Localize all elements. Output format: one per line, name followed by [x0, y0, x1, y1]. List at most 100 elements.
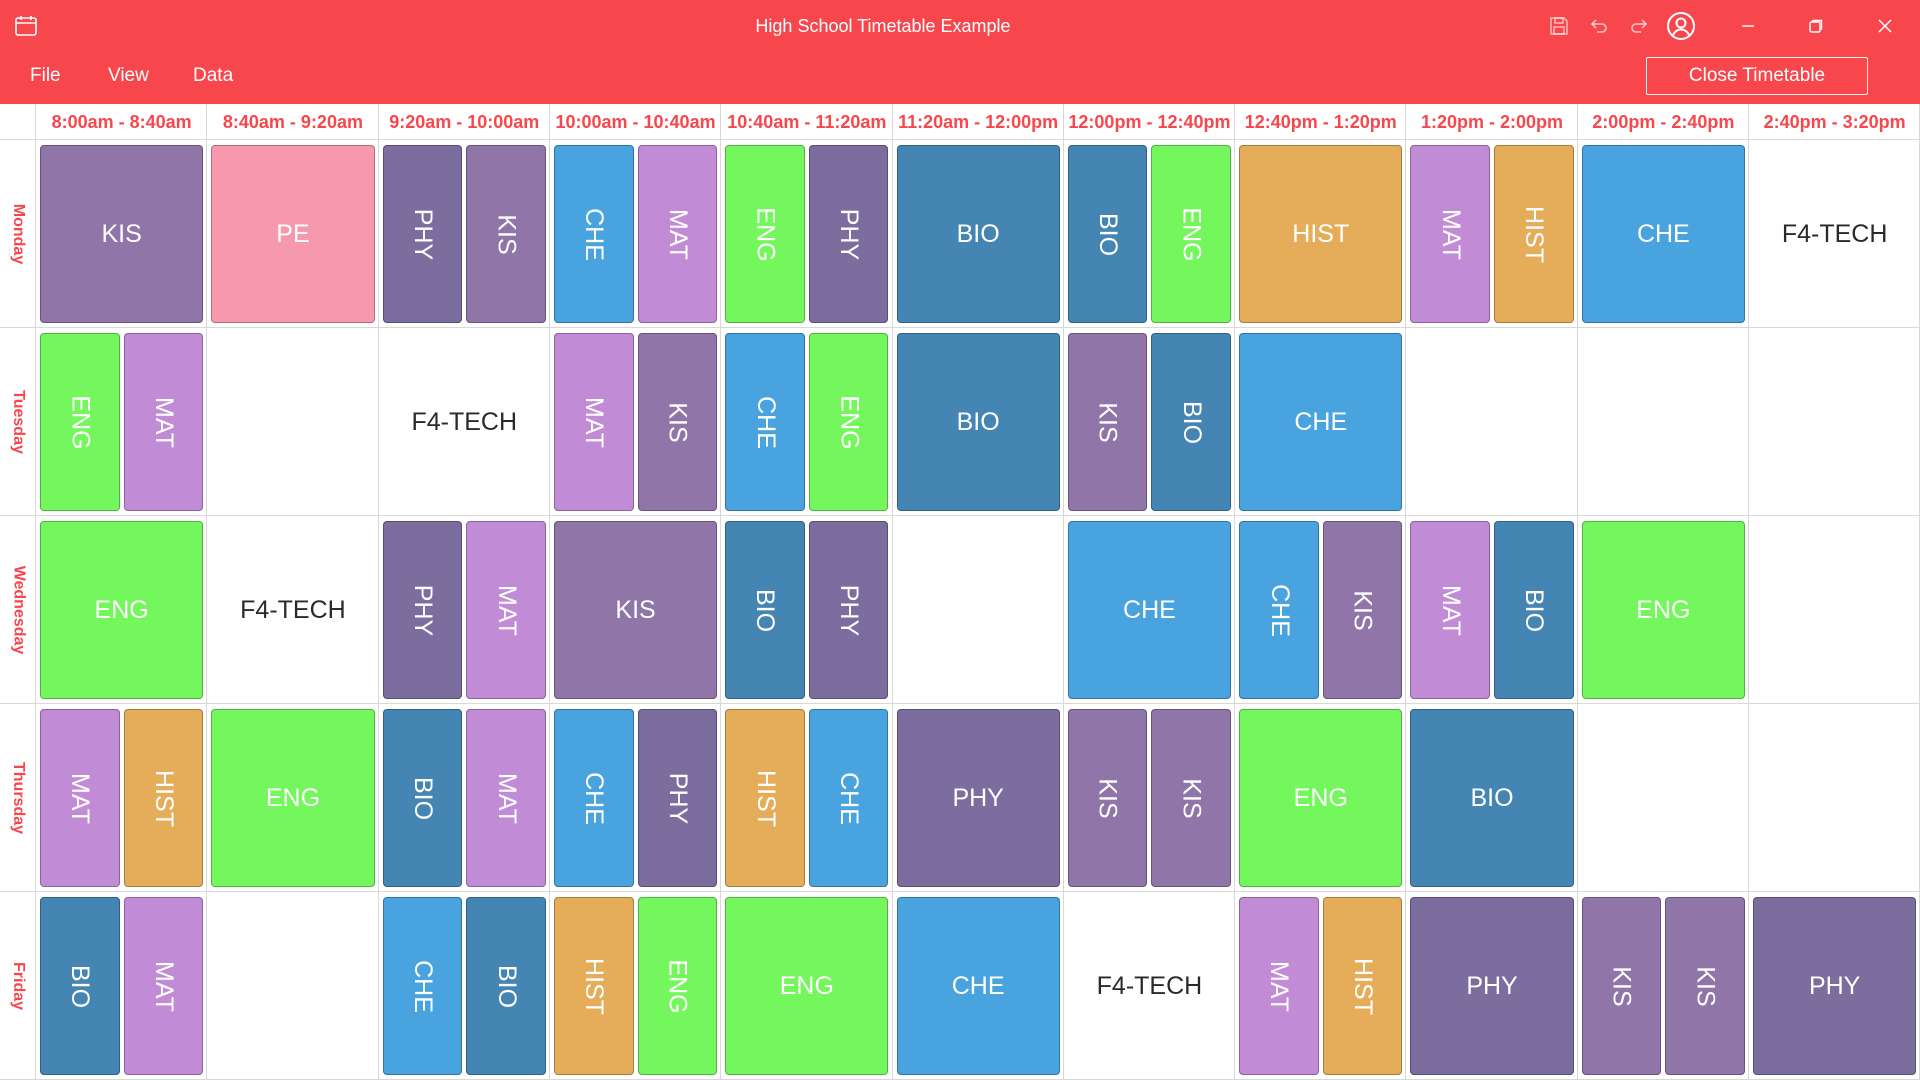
menu-file[interactable]: File	[30, 65, 61, 86]
lesson-mat[interactable]: MAT	[466, 709, 546, 887]
lesson-kis[interactable]: KIS	[1322, 521, 1403, 699]
lesson-hist[interactable]: HIST	[123, 709, 204, 887]
lesson-eng[interactable]: ENG	[1151, 145, 1232, 323]
grid-column-divider	[892, 104, 893, 1080]
lesson-phy[interactable]: PHY	[808, 145, 889, 323]
lesson-che[interactable]: CHE	[1581, 145, 1745, 323]
lesson-bio[interactable]: BIO	[1410, 709, 1574, 887]
grid-row-divider	[0, 515, 1920, 516]
lesson-kis[interactable]: KIS	[466, 145, 546, 323]
lesson-hist[interactable]: HIST	[725, 709, 805, 887]
lesson-mat[interactable]: MAT	[553, 333, 634, 511]
lesson-mat[interactable]: MAT	[1410, 521, 1491, 699]
lesson-eng[interactable]: ENG	[1581, 521, 1745, 699]
lesson-eng[interactable]: ENG	[808, 333, 889, 511]
lesson-label: BIO	[1177, 400, 1206, 444]
minimize-icon[interactable]	[1734, 12, 1762, 40]
lesson-eng[interactable]: ENG	[725, 145, 805, 323]
lesson-mat[interactable]: MAT	[40, 709, 120, 887]
lesson-mat[interactable]: MAT	[1410, 145, 1491, 323]
account-icon[interactable]	[1666, 11, 1696, 41]
lesson-che[interactable]: CHE	[382, 897, 463, 1075]
lesson-bio[interactable]: BIO	[896, 333, 1060, 511]
lesson-phy[interactable]: PHY	[1753, 897, 1917, 1075]
lesson-mat[interactable]: MAT	[123, 333, 204, 511]
lesson-label: CHE	[580, 771, 609, 825]
lesson-pe[interactable]: PE	[211, 145, 375, 323]
lesson-label: BIO	[956, 407, 1000, 436]
lesson-bio[interactable]: BIO	[40, 897, 120, 1075]
lesson-bio[interactable]: BIO	[1494, 521, 1574, 699]
lesson-label: MAT	[149, 960, 178, 1012]
lesson-bio[interactable]: BIO	[1067, 145, 1148, 323]
grid-row-divider	[0, 703, 1920, 704]
lesson-label: BIO	[956, 219, 1000, 248]
lesson-phy[interactable]: PHY	[896, 709, 1060, 887]
lesson-mat[interactable]: MAT	[466, 521, 546, 699]
lesson-kis[interactable]: KIS	[1067, 333, 1148, 511]
close-icon[interactable]	[1871, 12, 1899, 40]
lesson-f4-tech[interactable]: F4-TECH	[1068, 897, 1231, 1075]
lesson-eng[interactable]: ENG	[40, 333, 120, 511]
lesson-kis[interactable]: KIS	[637, 333, 718, 511]
lesson-che[interactable]: CHE	[1067, 521, 1232, 699]
redo-icon[interactable]	[1625, 12, 1653, 40]
lesson-phy[interactable]: PHY	[382, 521, 463, 699]
close-timetable-button[interactable]: Close Timetable	[1646, 57, 1868, 95]
lesson-label: BIO	[751, 588, 780, 632]
lesson-che[interactable]: CHE	[808, 709, 889, 887]
lesson-bio[interactable]: BIO	[382, 709, 463, 887]
lesson-kis[interactable]: KIS	[1067, 709, 1148, 887]
menu-data[interactable]: Data	[193, 65, 234, 86]
lesson-hist[interactable]: HIST	[1239, 145, 1403, 323]
lesson-che[interactable]: CHE	[896, 897, 1060, 1075]
lesson-hist[interactable]: HIST	[553, 897, 634, 1075]
lesson-mat[interactable]: MAT	[123, 897, 204, 1075]
lesson-kis[interactable]: KIS	[1151, 709, 1232, 887]
day-label-friday: Friday	[0, 892, 36, 1080]
lesson-f4-tech[interactable]: F4-TECH	[383, 333, 546, 511]
lesson-kis[interactable]: KIS	[553, 521, 718, 699]
grid-column-divider	[206, 104, 207, 1080]
lesson-phy[interactable]: PHY	[1410, 897, 1574, 1075]
lesson-mat[interactable]: MAT	[637, 145, 718, 323]
lesson-kis[interactable]: KIS	[1581, 897, 1662, 1075]
grid-column-divider	[1577, 104, 1578, 1080]
lesson-label: ENG	[779, 971, 834, 1000]
lesson-eng[interactable]: ENG	[637, 897, 718, 1075]
lesson-label: MAT	[1265, 960, 1294, 1012]
lesson-eng[interactable]: ENG	[725, 897, 889, 1075]
lesson-bio[interactable]: BIO	[896, 145, 1060, 323]
lesson-eng[interactable]: ENG	[1239, 709, 1403, 887]
lesson-che[interactable]: CHE	[553, 145, 634, 323]
lesson-eng[interactable]: ENG	[211, 709, 375, 887]
lesson-kis[interactable]: KIS	[1665, 897, 1745, 1075]
lesson-che[interactable]: CHE	[553, 709, 634, 887]
lesson-phy[interactable]: PHY	[637, 709, 718, 887]
menu-view[interactable]: View	[108, 65, 149, 86]
lesson-kis[interactable]: KIS	[40, 145, 204, 323]
save-icon[interactable]	[1545, 12, 1573, 40]
lesson-f4-tech[interactable]: F4-TECH	[211, 521, 374, 699]
lesson-label: PHY	[835, 584, 864, 636]
lesson-bio[interactable]: BIO	[1151, 333, 1232, 511]
lesson-eng[interactable]: ENG	[40, 521, 204, 699]
lesson-phy[interactable]: PHY	[808, 521, 889, 699]
lesson-mat[interactable]: MAT	[1239, 897, 1319, 1075]
lesson-hist[interactable]: HIST	[1494, 145, 1574, 323]
lesson-label: ENG	[1293, 783, 1348, 812]
lesson-bio[interactable]: BIO	[466, 897, 546, 1075]
lesson-label: MAT	[492, 772, 521, 824]
lesson-f4-tech[interactable]: F4-TECH	[1753, 145, 1916, 323]
time-slot-header: 9:20am - 10:00am	[389, 112, 540, 132]
lesson-che[interactable]: CHE	[725, 333, 805, 511]
lesson-hist[interactable]: HIST	[1322, 897, 1403, 1075]
lesson-phy[interactable]: PHY	[382, 145, 463, 323]
lesson-bio[interactable]: BIO	[725, 521, 805, 699]
undo-icon[interactable]	[1585, 12, 1613, 40]
lesson-label: ENG	[1636, 595, 1691, 624]
restore-icon[interactable]	[1802, 12, 1830, 40]
lesson-che[interactable]: CHE	[1239, 521, 1319, 699]
lesson-che[interactable]: CHE	[1239, 333, 1403, 511]
lesson-label: F4-TECH	[411, 407, 518, 436]
